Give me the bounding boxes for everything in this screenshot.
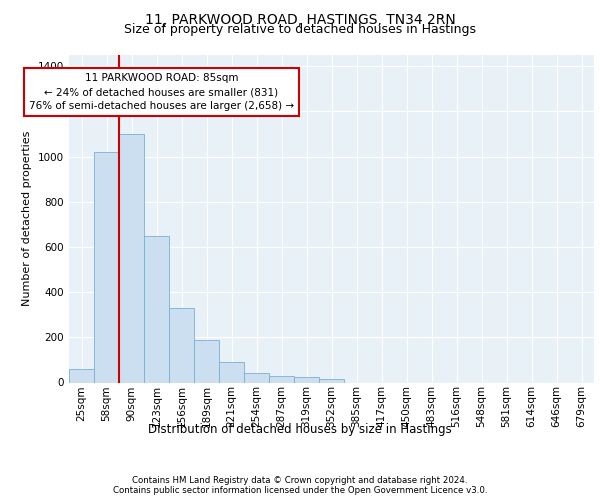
- Bar: [144, 236, 169, 382]
- Text: Contains HM Land Registry data © Crown copyright and database right 2024.: Contains HM Land Registry data © Crown c…: [132, 476, 468, 485]
- Text: Size of property relative to detached houses in Hastings: Size of property relative to detached ho…: [124, 24, 476, 36]
- Bar: [294, 377, 319, 382]
- Text: Distribution of detached houses by size in Hastings: Distribution of detached houses by size …: [148, 422, 452, 436]
- Bar: [244, 374, 269, 382]
- Text: 11, PARKWOOD ROAD, HASTINGS, TN34 2RN: 11, PARKWOOD ROAD, HASTINGS, TN34 2RN: [145, 12, 455, 26]
- Bar: [319, 379, 344, 382]
- Bar: [69, 369, 94, 382]
- Bar: [94, 152, 119, 382]
- Y-axis label: Number of detached properties: Number of detached properties: [22, 131, 32, 306]
- Text: 11 PARKWOOD ROAD: 85sqm
← 24% of detached houses are smaller (831)
76% of semi-d: 11 PARKWOOD ROAD: 85sqm ← 24% of detache…: [29, 73, 294, 111]
- Bar: [119, 134, 144, 382]
- Bar: [169, 308, 194, 382]
- Bar: [219, 362, 244, 382]
- Bar: [269, 376, 294, 382]
- Bar: [194, 340, 219, 382]
- Text: Contains public sector information licensed under the Open Government Licence v3: Contains public sector information licen…: [113, 486, 487, 495]
